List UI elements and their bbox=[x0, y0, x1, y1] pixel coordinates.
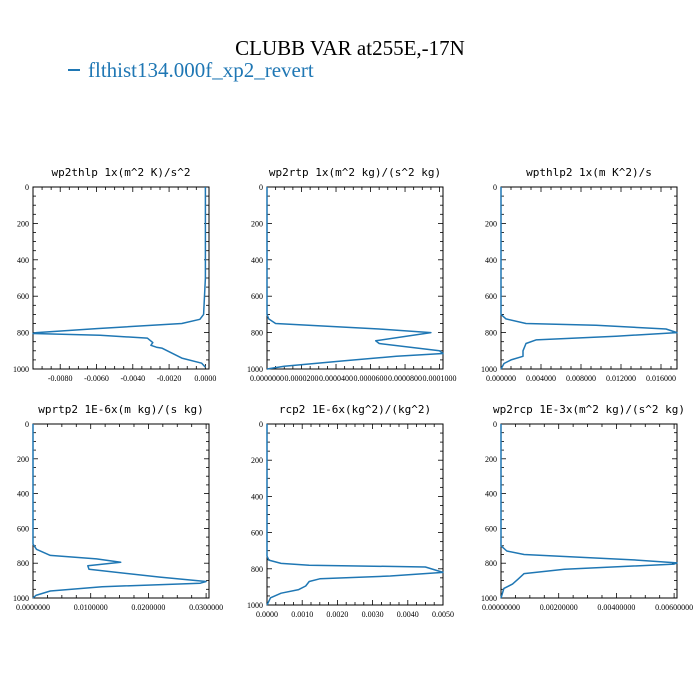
series-line bbox=[32, 187, 207, 368]
y-tick-label: 1000 bbox=[247, 365, 263, 374]
x-tick-label: -0.0040 bbox=[120, 374, 145, 383]
subplot-4: wprtp2 1E-6x(m kg)/(s kg) 0 200 400 600 800 10… bbox=[13, 403, 223, 612]
y-tick-label: 600 bbox=[251, 529, 263, 538]
x-tick-label: 0.0000000 bbox=[250, 374, 284, 383]
x-tick-label: 0.0000000 bbox=[16, 603, 50, 612]
y-tick-label: 600 bbox=[485, 524, 497, 533]
x-tick-label: 0.008000 bbox=[566, 374, 596, 383]
subplot-title: wp2rcp 1E-3x(m^2 kg)/(s^2 kg) bbox=[493, 403, 685, 416]
series-line bbox=[500, 187, 678, 370]
legend: flthist134.000f_xp2_revert bbox=[68, 58, 314, 83]
x-tick-label: -0.0060 bbox=[84, 374, 109, 383]
y-tick-label: 1000 bbox=[13, 594, 29, 603]
y-tick-label: 0 bbox=[493, 183, 497, 192]
x-tick-label: 0.0000200 bbox=[285, 374, 319, 383]
y-tick-label: 400 bbox=[17, 490, 29, 499]
x-tick-label: 0.0000800 bbox=[388, 374, 422, 383]
x-tick-label: 0.016000 bbox=[646, 374, 676, 383]
y-tick-label: 800 bbox=[485, 329, 497, 338]
x-tick-label: 0.004000 bbox=[526, 374, 556, 383]
subplot-title: wp2rtp 1x(m^2 kg)/(s^2 kg) bbox=[269, 166, 441, 179]
y-tick-label: 200 bbox=[485, 219, 497, 228]
y-tick-label: 800 bbox=[251, 329, 263, 338]
subplot-title: wpthlp2 1x(m K^2)/s bbox=[526, 166, 652, 179]
subplot-6: wp2rcp 1E-3x(m^2 kg)/(s^2 kg) 0 200 400 600 8… bbox=[481, 403, 693, 612]
x-tick-label: 0.0100000 bbox=[74, 603, 108, 612]
subplot-title: rcp2 1E-6x(kg^2)/(kg^2) bbox=[279, 403, 431, 416]
y-tick-label: 600 bbox=[485, 292, 497, 301]
y-tick-label: 1000 bbox=[247, 601, 263, 610]
x-tick-label: 0.0050 bbox=[432, 610, 454, 619]
subplot-title: wp2thlp 1x(m^2 K)/s^2 bbox=[51, 166, 190, 179]
plot-frame bbox=[32, 423, 210, 599]
subplot-5: rcp2 1E-6x(kg^2)/(kg^2) 0 200 400 600 800 1000… bbox=[247, 403, 454, 619]
x-tick-label: 0.0040 bbox=[397, 610, 419, 619]
y-tick-label: 800 bbox=[485, 559, 497, 568]
x-tick-label: 0.0000 bbox=[194, 374, 216, 383]
series-line bbox=[32, 424, 207, 599]
x-tick-label: 0.0000400 bbox=[319, 374, 353, 383]
y-tick-label: 400 bbox=[251, 492, 263, 501]
series-line bbox=[266, 424, 444, 606]
plot-frame bbox=[500, 186, 678, 370]
x-tick-label: 0.00600000 bbox=[655, 603, 693, 612]
y-tick-label: 0 bbox=[493, 420, 497, 429]
x-tick-label: 0.0001000 bbox=[423, 374, 457, 383]
y-tick-label: 200 bbox=[17, 455, 29, 464]
y-tick-label: 400 bbox=[251, 256, 263, 265]
subplot-2: wp2rtp 1x(m^2 kg)/(s^2 kg) 0 200 400 600 800 1… bbox=[247, 166, 457, 383]
x-tick-label: -0.0020 bbox=[157, 374, 182, 383]
y-tick-label: 200 bbox=[251, 219, 263, 228]
y-tick-label: 0 bbox=[259, 420, 263, 429]
x-tick-label: 0.0000600 bbox=[354, 374, 388, 383]
subplot-1: wp2thlp 1x(m^2 K)/s^2 0 200 400 600 800 1000 -0… bbox=[13, 166, 216, 383]
subplot-3: wpthlp2 1x(m K^2)/s020040060080010000.00… bbox=[481, 166, 678, 383]
x-tick-label: 0.0020 bbox=[326, 610, 348, 619]
y-tick-label: 400 bbox=[485, 256, 497, 265]
plot-frame bbox=[32, 186, 210, 370]
y-tick-label: 600 bbox=[17, 524, 29, 533]
y-tick-label: 400 bbox=[17, 256, 29, 265]
x-tick-label: 0.00000000 bbox=[482, 603, 520, 612]
y-tick-label: 1000 bbox=[481, 594, 497, 603]
plot-frame bbox=[266, 186, 444, 370]
x-tick-label: 0.000000 bbox=[486, 374, 516, 383]
y-tick-label: 200 bbox=[485, 455, 497, 464]
figure-title: CLUBB VAR at255E,-17N bbox=[235, 36, 465, 60]
series-line bbox=[266, 187, 444, 370]
x-tick-label: 0.00200000 bbox=[540, 603, 578, 612]
plot-frame bbox=[500, 423, 678, 599]
y-tick-label: 200 bbox=[251, 456, 263, 465]
y-tick-label: 1000 bbox=[481, 365, 497, 374]
x-tick-label: 0.0200000 bbox=[131, 603, 165, 612]
x-tick-label: 0.0000 bbox=[256, 610, 278, 619]
y-tick-label: 600 bbox=[17, 292, 29, 301]
y-tick-label: 800 bbox=[251, 565, 263, 574]
y-tick-label: 600 bbox=[251, 292, 263, 301]
subplot-title: wprtp2 1E-6x(m kg)/(s kg) bbox=[38, 403, 204, 416]
y-tick-label: 800 bbox=[17, 559, 29, 568]
legend-line-swatch bbox=[68, 69, 80, 72]
y-tick-label: 200 bbox=[17, 219, 29, 228]
x-tick-label: 0.00400000 bbox=[597, 603, 635, 612]
y-tick-label: 800 bbox=[17, 329, 29, 338]
x-tick-label: 0.0010 bbox=[291, 610, 313, 619]
legend-entry: flthist134.000f_xp2_revert bbox=[88, 58, 314, 82]
x-tick-label: 0.012000 bbox=[606, 374, 636, 383]
y-tick-label: 0 bbox=[25, 183, 29, 192]
y-tick-label: 0 bbox=[25, 420, 29, 429]
x-tick-label: 0.0030 bbox=[362, 610, 384, 619]
x-tick-label: -0.0080 bbox=[48, 374, 73, 383]
series-line bbox=[500, 424, 678, 599]
x-tick-label: 0.0300000 bbox=[189, 603, 223, 612]
y-tick-label: 1000 bbox=[13, 365, 29, 374]
y-tick-label: 400 bbox=[485, 490, 497, 499]
y-tick-label: 0 bbox=[259, 183, 263, 192]
